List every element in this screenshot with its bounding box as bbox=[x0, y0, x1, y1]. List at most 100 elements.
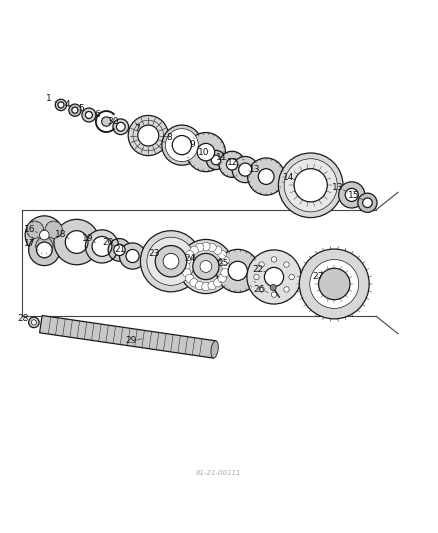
Circle shape bbox=[218, 274, 226, 282]
Circle shape bbox=[65, 231, 88, 253]
Circle shape bbox=[222, 262, 230, 271]
Circle shape bbox=[258, 169, 274, 184]
Circle shape bbox=[117, 123, 125, 131]
Circle shape bbox=[270, 285, 276, 290]
Circle shape bbox=[166, 128, 198, 161]
Circle shape bbox=[128, 116, 168, 156]
Circle shape bbox=[345, 188, 358, 201]
Text: 16: 16 bbox=[24, 225, 35, 235]
Circle shape bbox=[25, 216, 64, 254]
Circle shape bbox=[259, 287, 264, 292]
Circle shape bbox=[363, 198, 372, 207]
Circle shape bbox=[232, 157, 258, 183]
Text: 4: 4 bbox=[64, 100, 70, 109]
Circle shape bbox=[45, 221, 62, 238]
Circle shape bbox=[102, 117, 111, 126]
Circle shape bbox=[211, 155, 221, 165]
Circle shape bbox=[113, 119, 129, 135]
Circle shape bbox=[28, 317, 39, 328]
Text: 26: 26 bbox=[254, 285, 265, 294]
Circle shape bbox=[58, 102, 64, 108]
Circle shape bbox=[318, 268, 350, 300]
Polygon shape bbox=[39, 316, 216, 358]
Text: 27: 27 bbox=[312, 272, 323, 280]
Circle shape bbox=[197, 143, 215, 161]
Circle shape bbox=[182, 262, 190, 271]
Circle shape bbox=[213, 279, 222, 287]
Circle shape bbox=[247, 158, 285, 195]
Circle shape bbox=[213, 246, 222, 254]
Circle shape bbox=[36, 242, 52, 258]
Circle shape bbox=[36, 237, 53, 254]
Text: 5: 5 bbox=[78, 104, 84, 113]
Circle shape bbox=[162, 125, 202, 165]
Circle shape bbox=[108, 239, 131, 261]
Circle shape bbox=[55, 99, 67, 111]
Circle shape bbox=[190, 279, 198, 287]
Circle shape bbox=[208, 243, 216, 252]
Text: 13: 13 bbox=[332, 183, 343, 192]
Text: 21: 21 bbox=[115, 245, 126, 254]
Circle shape bbox=[221, 256, 229, 264]
Circle shape bbox=[26, 221, 44, 238]
Circle shape bbox=[28, 234, 60, 265]
Text: 17: 17 bbox=[24, 239, 35, 248]
Circle shape bbox=[31, 320, 36, 325]
Circle shape bbox=[239, 163, 252, 176]
Circle shape bbox=[279, 153, 343, 217]
Circle shape bbox=[141, 231, 201, 292]
Circle shape bbox=[155, 246, 187, 277]
Circle shape bbox=[186, 133, 226, 172]
Text: 29: 29 bbox=[125, 336, 137, 345]
Circle shape bbox=[120, 243, 146, 269]
Circle shape bbox=[72, 107, 78, 113]
Circle shape bbox=[254, 274, 259, 280]
Circle shape bbox=[208, 281, 216, 290]
Circle shape bbox=[200, 261, 212, 272]
Text: 24: 24 bbox=[184, 254, 196, 263]
Circle shape bbox=[271, 257, 277, 262]
Circle shape bbox=[228, 261, 247, 280]
Circle shape bbox=[147, 237, 195, 285]
Circle shape bbox=[82, 108, 96, 122]
Circle shape bbox=[339, 182, 365, 208]
Circle shape bbox=[92, 237, 112, 256]
Text: 10: 10 bbox=[198, 149, 209, 157]
Circle shape bbox=[126, 249, 139, 263]
Circle shape bbox=[185, 274, 194, 282]
Text: 11: 11 bbox=[216, 153, 227, 162]
Text: 14: 14 bbox=[283, 173, 294, 182]
Circle shape bbox=[221, 269, 229, 277]
Text: 19: 19 bbox=[82, 234, 94, 243]
Text: 7: 7 bbox=[134, 124, 140, 133]
Text: 81-21-00111: 81-21-00111 bbox=[196, 471, 242, 477]
Circle shape bbox=[259, 262, 264, 267]
Circle shape bbox=[172, 135, 191, 155]
Circle shape bbox=[195, 281, 204, 290]
Circle shape bbox=[138, 125, 159, 146]
Circle shape bbox=[183, 269, 191, 277]
Circle shape bbox=[206, 150, 226, 169]
Circle shape bbox=[284, 159, 337, 212]
Ellipse shape bbox=[211, 341, 218, 358]
Circle shape bbox=[216, 249, 259, 293]
Circle shape bbox=[85, 230, 119, 263]
Circle shape bbox=[85, 111, 92, 118]
Text: 20: 20 bbox=[102, 238, 114, 247]
Text: 18: 18 bbox=[55, 230, 67, 239]
Circle shape bbox=[195, 243, 204, 252]
Text: 12: 12 bbox=[227, 158, 239, 167]
Text: 6: 6 bbox=[95, 110, 100, 119]
Circle shape bbox=[190, 246, 198, 254]
Text: 23: 23 bbox=[148, 249, 160, 258]
Circle shape bbox=[114, 244, 125, 256]
Circle shape bbox=[218, 251, 226, 259]
Text: 22: 22 bbox=[253, 264, 264, 273]
Text: 28: 28 bbox=[18, 313, 29, 322]
Circle shape bbox=[294, 169, 327, 202]
Circle shape bbox=[271, 292, 277, 297]
Text: 15: 15 bbox=[348, 191, 359, 200]
Circle shape bbox=[183, 256, 191, 264]
Text: 8: 8 bbox=[166, 133, 172, 142]
Circle shape bbox=[247, 250, 301, 304]
